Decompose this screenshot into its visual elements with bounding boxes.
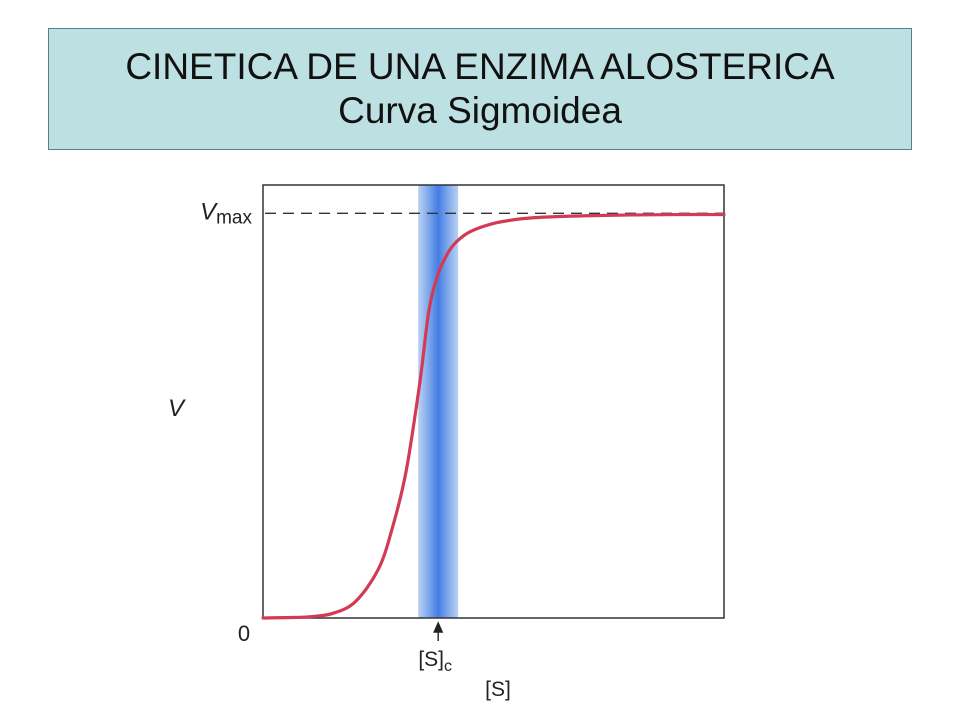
critical-concentration-label: [S]c [418, 648, 452, 675]
y-axis-label: V [168, 395, 186, 422]
vmax-label-main: V [200, 198, 218, 225]
slide-subtitle: Curva Sigmoidea [338, 90, 622, 131]
origin-label: 0 [238, 621, 250, 646]
critical-concentration-band [418, 185, 459, 618]
sigmoid-curve [261, 212, 726, 620]
critical-concentration-sub: c [444, 658, 452, 675]
x-axis-label: [S] [485, 678, 511, 701]
slide-title: CINETICA DE UNA ENZIMA ALOSTERICA [125, 46, 835, 87]
vmax-label-sub: max [216, 207, 252, 228]
critical-concentration-main: [S] [418, 648, 444, 671]
critical-concentration-arrow [433, 621, 444, 641]
plot-frame [262, 184, 725, 619]
vmax-label: Vmax [200, 198, 252, 228]
slide-title-box: CINETICA DE UNA ENZIMA ALOSTERICA Curva … [48, 28, 912, 150]
